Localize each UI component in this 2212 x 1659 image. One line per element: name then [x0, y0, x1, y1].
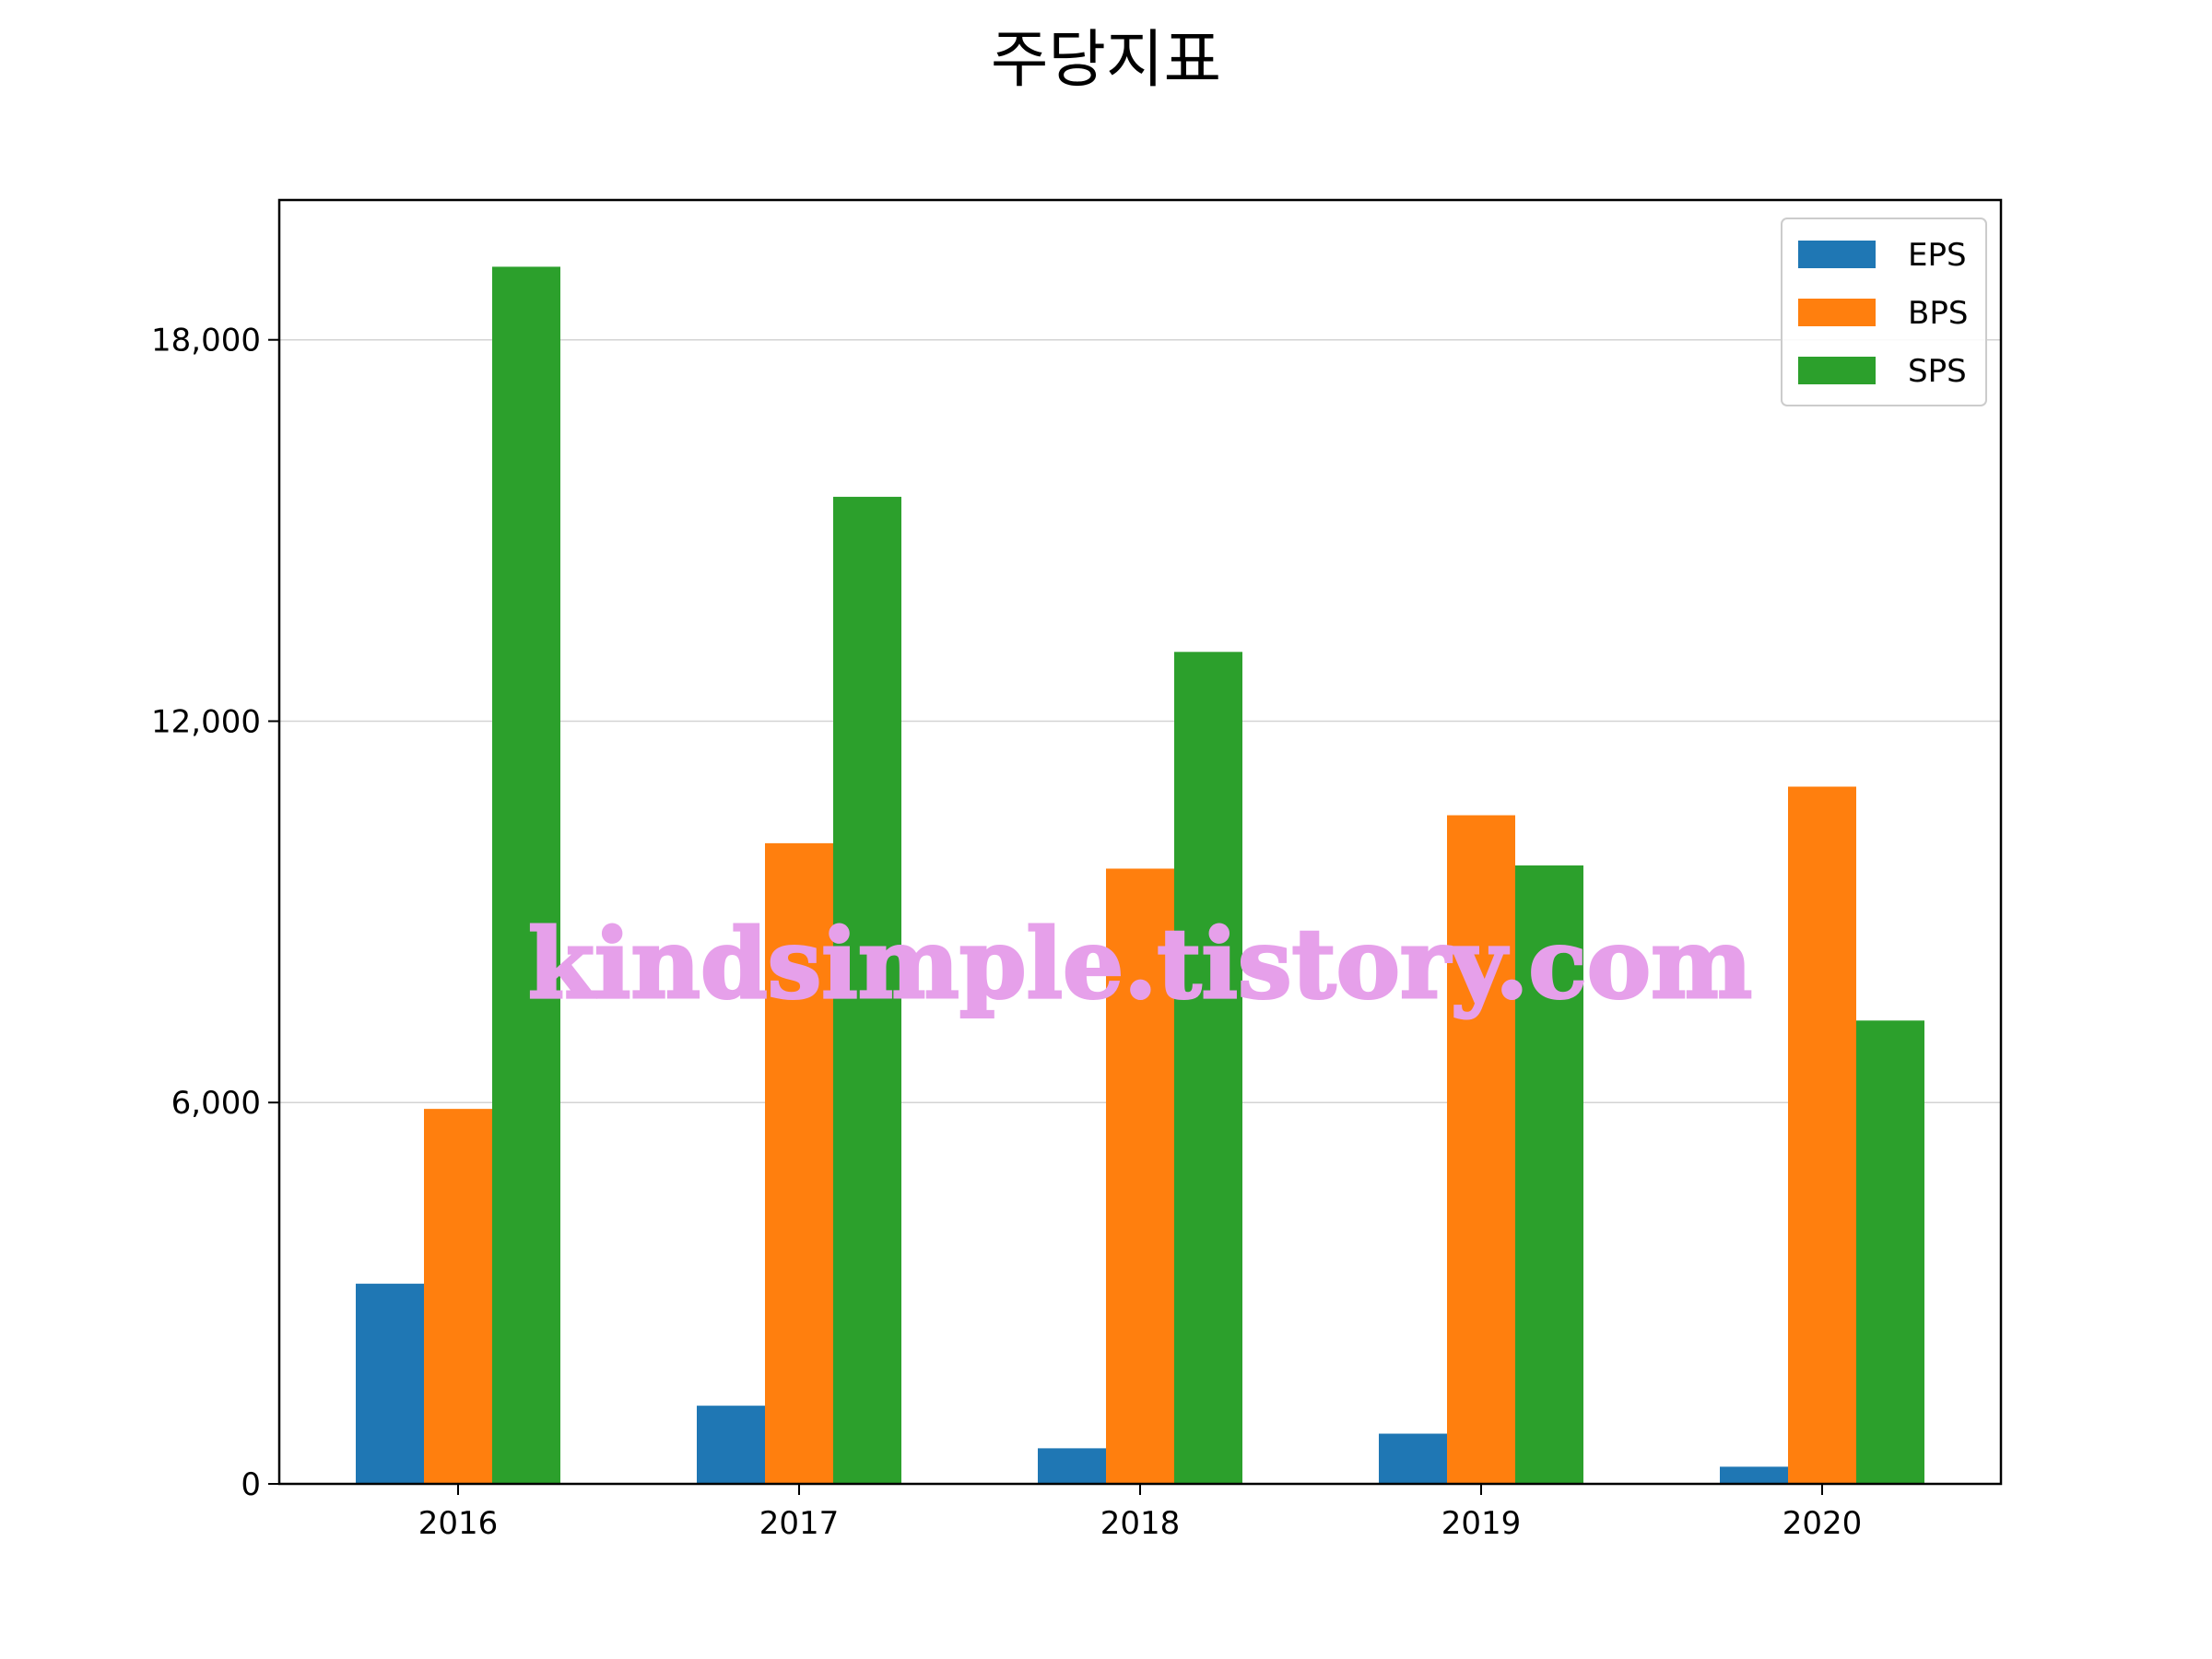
x-axis: 2016 2017 2018 2019 2020	[418, 1484, 1863, 1542]
y-tick-label: 0	[241, 1466, 261, 1503]
x-tick-label: 2018	[1100, 1505, 1181, 1542]
legend-swatch-sps	[1798, 357, 1876, 384]
bar-eps-2019	[1379, 1433, 1447, 1484]
legend-swatch-eps	[1798, 241, 1876, 268]
y-tick-label: 12,000	[151, 703, 261, 740]
bar-eps-2020	[1720, 1466, 1788, 1484]
bar-sps-2018	[1174, 652, 1242, 1484]
y-tick-label: 6,000	[171, 1085, 261, 1122]
y-axis: 0 6,000 12,000 18,000	[151, 323, 279, 1503]
bar-eps-2017	[697, 1406, 765, 1484]
bars	[356, 266, 1924, 1484]
bar-bps-2020	[1788, 786, 1856, 1484]
bar-sps-2020	[1856, 1020, 1924, 1484]
x-tick-label: 2020	[1783, 1505, 1863, 1542]
chart-title: 주당지표	[991, 24, 1221, 97]
bar-sps-2016	[492, 266, 560, 1484]
x-tick-label: 2017	[759, 1505, 840, 1542]
bar-bps-2018	[1106, 868, 1174, 1484]
legend: EPS BPS SPS	[1781, 218, 1987, 406]
legend-swatch-bps	[1798, 299, 1876, 326]
legend-label-eps: EPS	[1908, 237, 1967, 274]
bar-sps-2019	[1515, 865, 1583, 1484]
legend-label-bps: BPS	[1908, 295, 1968, 332]
x-tick-label: 2019	[1441, 1505, 1522, 1542]
bar-bps-2019	[1447, 815, 1515, 1484]
legend-label-sps: SPS	[1908, 353, 1967, 390]
y-tick-label: 18,000	[151, 323, 261, 359]
bar-bps-2016	[424, 1109, 492, 1484]
bar-eps-2018	[1038, 1448, 1106, 1484]
bar-bps-2017	[765, 842, 833, 1484]
bar-sps-2017	[833, 497, 901, 1484]
x-tick-label: 2016	[418, 1505, 499, 1542]
bar-eps-2016	[356, 1283, 424, 1484]
watermark-text: kindsimple.tistory.com	[528, 907, 1752, 1020]
